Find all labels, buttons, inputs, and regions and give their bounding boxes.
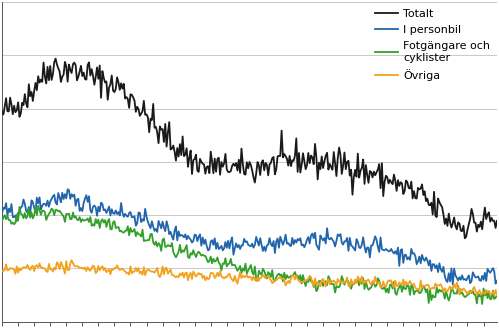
Fotgängare och
cyklister — [479, 302, 485, 306]
I personbil — [285, 241, 291, 245]
Övriga — [411, 282, 417, 286]
Totalt — [282, 154, 288, 158]
Totalt — [411, 189, 417, 193]
Övriga — [215, 271, 221, 275]
Fotgängare och
cyklister — [215, 256, 221, 259]
Övriga — [494, 293, 499, 297]
I personbil — [215, 241, 221, 245]
Totalt — [285, 164, 291, 168]
I personbil — [67, 197, 73, 201]
I personbil — [494, 279, 499, 283]
Övriga — [419, 286, 425, 290]
Totalt — [215, 157, 221, 161]
Fotgängare och
cyklister — [67, 217, 73, 221]
Fotgängare och
cyklister — [35, 204, 41, 208]
Övriga — [69, 258, 75, 262]
Fotgängare och
cyklister — [411, 293, 417, 297]
I personbil — [450, 283, 456, 287]
Fotgängare och
cyklister — [0, 219, 5, 223]
Totalt — [67, 68, 73, 72]
Line: I personbil: I personbil — [2, 189, 497, 285]
Övriga — [0, 269, 5, 273]
Fotgängare och
cyklister — [282, 277, 288, 281]
Övriga — [285, 279, 291, 283]
Line: Totalt: Totalt — [2, 59, 497, 238]
Line: Fotgängare och
cyklister: Fotgängare och cyklister — [2, 206, 497, 304]
Totalt — [419, 182, 425, 186]
I personbil — [282, 233, 288, 236]
Totalt — [0, 110, 5, 114]
Totalt — [462, 236, 468, 240]
Fotgängare och
cyklister — [419, 288, 425, 292]
Totalt — [494, 219, 499, 223]
Övriga — [282, 283, 288, 287]
I personbil — [0, 211, 5, 215]
Line: Övriga: Övriga — [2, 260, 497, 296]
Fotgängare och
cyklister — [494, 293, 499, 297]
Övriga — [474, 294, 480, 297]
I personbil — [419, 253, 425, 257]
Fotgängare och
cyklister — [285, 276, 291, 280]
I personbil — [411, 251, 417, 255]
Totalt — [52, 57, 58, 61]
I personbil — [65, 187, 71, 191]
Övriga — [66, 268, 72, 272]
Legend: Totalt, I personbil, Fotgängare och
cyklister, Övriga: Totalt, I personbil, Fotgängare och cykl… — [371, 4, 495, 85]
